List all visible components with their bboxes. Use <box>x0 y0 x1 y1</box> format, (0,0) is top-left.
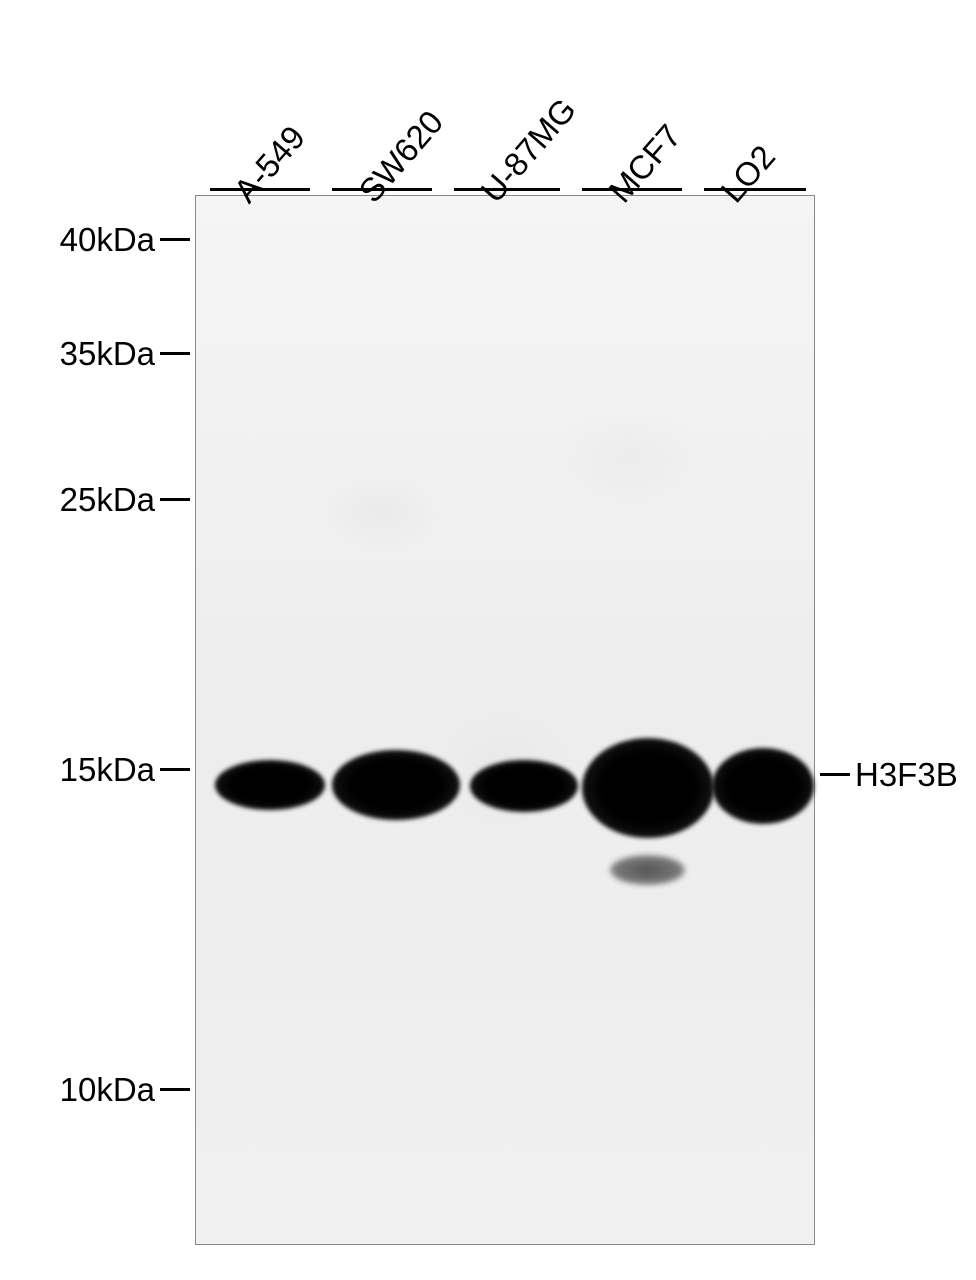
lane-underline-3 <box>454 188 560 191</box>
mw-tick-35 <box>160 352 190 355</box>
sub-band-lane-4 <box>610 855 685 885</box>
band-lane-3 <box>470 760 578 812</box>
band-lane-5 <box>712 748 814 824</box>
mw-tick-15 <box>160 768 190 771</box>
mw-tick-40 <box>160 238 190 241</box>
mw-tick-10 <box>160 1088 190 1091</box>
mw-tick-25 <box>160 498 190 501</box>
mw-label-25: 25kDa <box>60 481 155 519</box>
mw-label-15: 15kDa <box>60 751 155 789</box>
lane-underline-1 <box>210 188 310 191</box>
target-label: H3F3B <box>855 756 958 794</box>
lane-underline-5 <box>704 188 806 191</box>
target-tick <box>820 773 850 776</box>
band-lane-1 <box>215 760 325 810</box>
lane-underline-4 <box>582 188 682 191</box>
mw-label-40: 40kDa <box>60 221 155 259</box>
mw-label-35: 35kDa <box>60 335 155 373</box>
mw-label-10: 10kDa <box>60 1071 155 1109</box>
figure-container: A-549 SW620 U-87MG MCF7 LO2 40kDa 35kDa … <box>0 0 976 1280</box>
blot-background-noise <box>196 196 814 1244</box>
lane-label-3: U-87MG <box>473 91 583 210</box>
blot-membrane <box>195 195 815 1245</box>
lane-label-2: SW620 <box>351 103 451 210</box>
lane-underline-2 <box>332 188 432 191</box>
band-lane-2 <box>332 750 460 820</box>
band-lane-4 <box>582 738 714 838</box>
